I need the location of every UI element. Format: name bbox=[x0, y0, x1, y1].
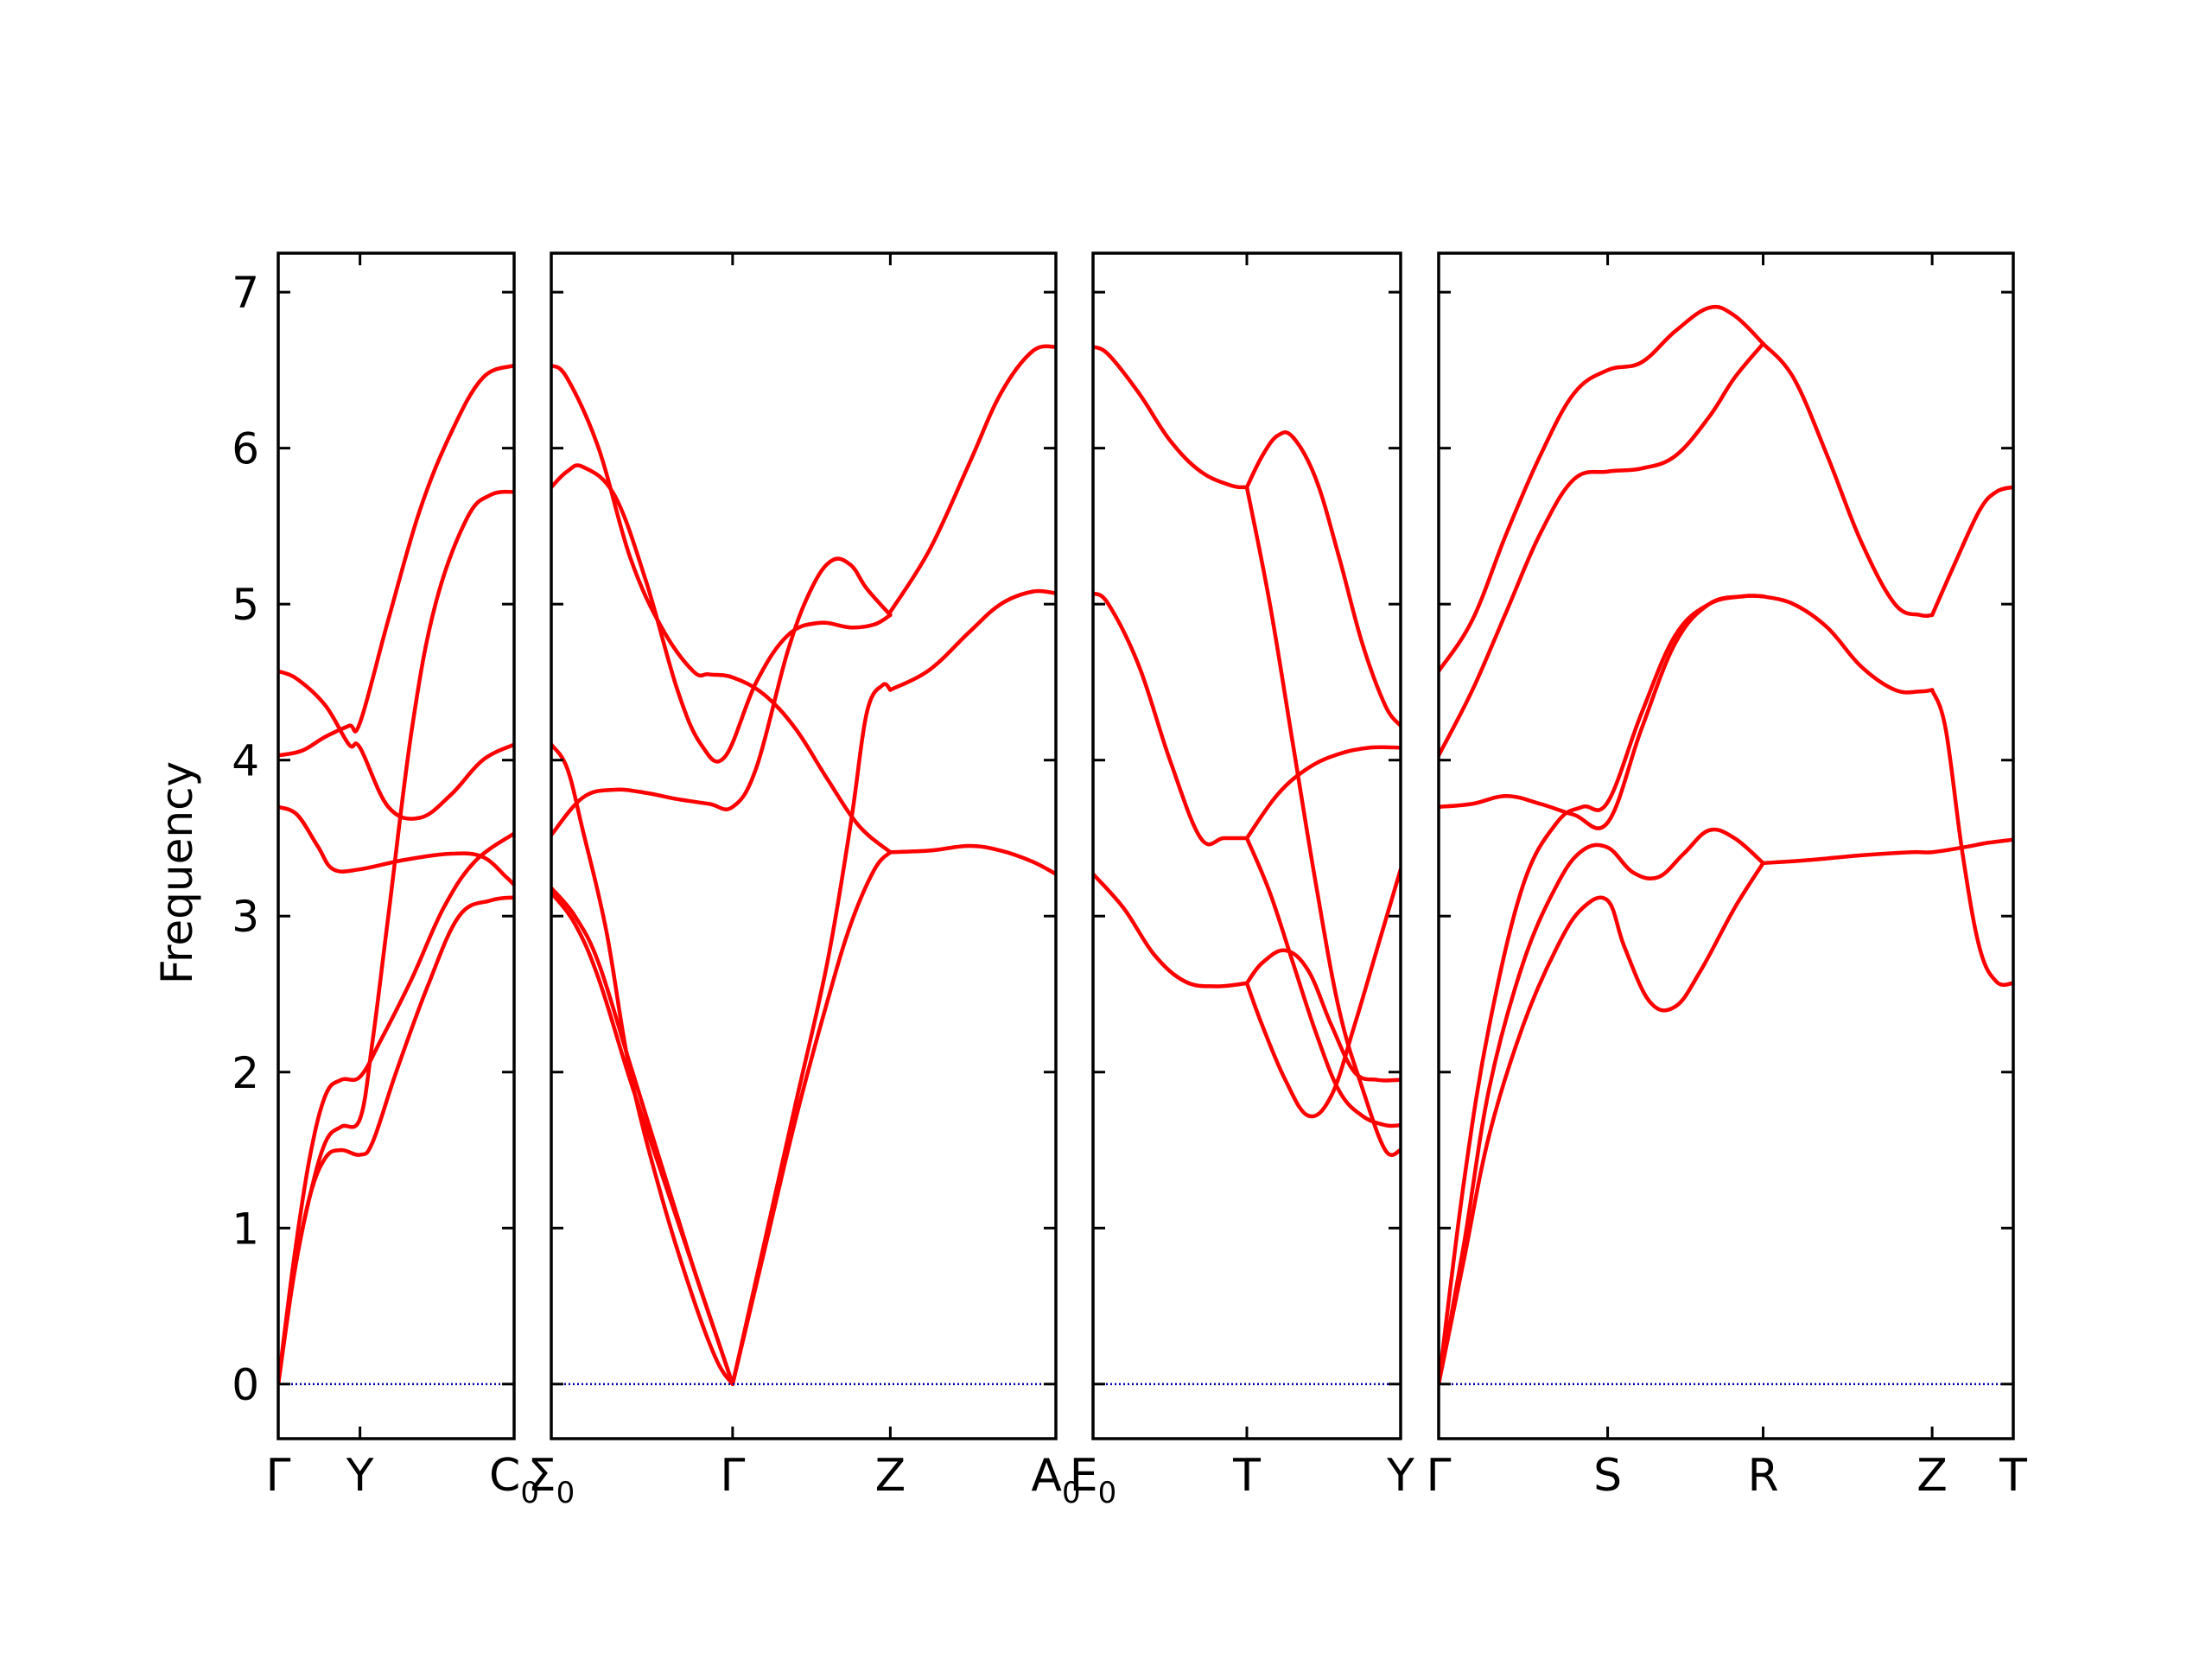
band-line-3 bbox=[278, 804, 514, 887]
panel-frame bbox=[1091, 251, 1402, 1440]
y-tick-label: 5 bbox=[232, 580, 259, 630]
q-point-label: Y bbox=[346, 1450, 374, 1502]
y-tick-label: 1 bbox=[232, 1204, 259, 1254]
q-point-label: Z bbox=[1916, 1450, 1948, 1502]
q-point-label: Γ bbox=[720, 1450, 745, 1502]
y-axis-label: Frequency bbox=[152, 761, 202, 984]
band-line-9 bbox=[1244, 948, 1401, 1083]
band-lines bbox=[1093, 345, 1401, 1386]
band-line-4 bbox=[551, 742, 735, 1387]
q-point-label: T bbox=[1232, 1450, 1261, 1502]
band-line-8 bbox=[1929, 688, 2013, 988]
panel-2: Σ0 Γ Z A0 bbox=[528, 251, 1081, 1510]
band-line-1 bbox=[1093, 345, 1249, 490]
band-line-9 bbox=[1439, 827, 1765, 1387]
band-line-8 bbox=[1244, 867, 1401, 1119]
panel-3: E0 T Y bbox=[1070, 251, 1414, 1510]
band-line-7 bbox=[1761, 594, 1935, 695]
band-line-5 bbox=[551, 886, 735, 1387]
band-line-2 bbox=[1439, 341, 1765, 758]
band-lines bbox=[551, 344, 1056, 1387]
q-point-label: Γ bbox=[266, 1450, 291, 1502]
band-line-1 bbox=[551, 363, 893, 855]
y-tick-label: 7 bbox=[232, 268, 259, 318]
band-line-10 bbox=[888, 588, 1056, 692]
band-line-2 bbox=[1244, 430, 1401, 728]
band-line-6 bbox=[278, 895, 514, 1387]
band-line-9 bbox=[888, 344, 1056, 614]
q-point-label: S bbox=[1593, 1450, 1622, 1502]
band-line-5 bbox=[1439, 594, 1765, 830]
band-line-1 bbox=[1439, 304, 1765, 674]
band-line-4 bbox=[1929, 485, 2013, 618]
y-tick-label: 0 bbox=[232, 1360, 259, 1410]
band-line-7 bbox=[1244, 836, 1401, 1128]
band-line-10 bbox=[1439, 861, 1765, 1387]
q-point-label: Y bbox=[1386, 1450, 1414, 1502]
q-point-label: R bbox=[1747, 1450, 1778, 1502]
band-line-11 bbox=[1761, 837, 2013, 866]
band-line-4 bbox=[278, 489, 514, 1387]
band-line-6 bbox=[1244, 485, 1401, 1157]
y-tick-label: 4 bbox=[232, 736, 259, 786]
panel-frame bbox=[276, 251, 516, 1440]
q-point-label: Σ0 bbox=[528, 1450, 575, 1510]
y-tick-label: 3 bbox=[232, 892, 259, 942]
q-point-label: E0 bbox=[1070, 1450, 1117, 1510]
panel-frame bbox=[1437, 251, 2015, 1440]
band-line-1 bbox=[278, 669, 514, 821]
y-tick-label: 6 bbox=[232, 424, 259, 474]
q-point-label: Z bbox=[875, 1450, 906, 1502]
band-line-8 bbox=[730, 849, 893, 1387]
band-line-5 bbox=[1093, 872, 1249, 988]
band-line-4 bbox=[1244, 745, 1401, 841]
band-lines bbox=[278, 363, 514, 1387]
q-point-label: T bbox=[1999, 1450, 2027, 1502]
band-line-11 bbox=[888, 843, 1056, 876]
band-line-5 bbox=[278, 831, 514, 1387]
band-line-2 bbox=[551, 463, 893, 764]
band-line-2 bbox=[278, 363, 514, 758]
q-point-label: Γ bbox=[1427, 1450, 1452, 1502]
band-line-3 bbox=[1093, 591, 1249, 847]
q-point-label: C0 bbox=[489, 1450, 539, 1510]
band-lines bbox=[1439, 304, 2013, 1387]
panel-frame bbox=[550, 251, 1058, 1440]
band-line-3 bbox=[1761, 341, 1935, 619]
panel-1: 0 1 2 3 4 5 6 7 Γ Y C0 bbox=[232, 251, 539, 1510]
band-line-6 bbox=[551, 890, 735, 1387]
y-tick-label: 2 bbox=[232, 1048, 259, 1098]
band-line-6 bbox=[1439, 594, 1765, 1387]
band-line-3 bbox=[551, 556, 893, 837]
